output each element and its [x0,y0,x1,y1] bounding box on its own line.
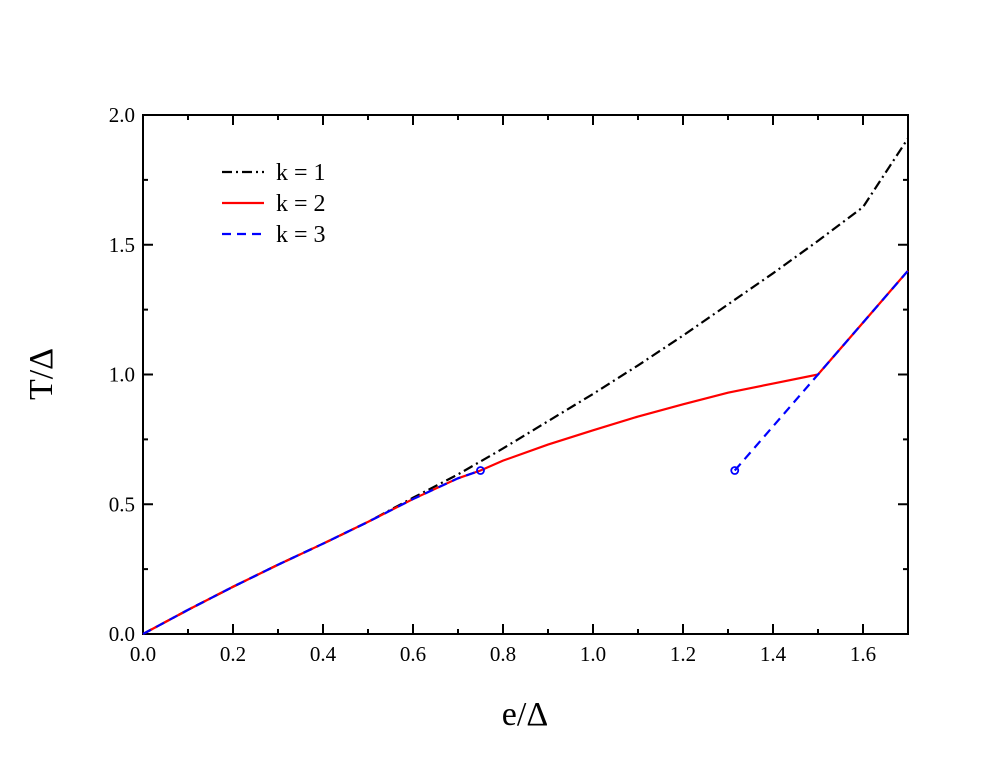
legend-label-1: k = 1 [276,160,326,186]
series-layer [142,137,909,635]
y-tick-label: 2.0 [109,103,135,127]
x-tick-label: 0.2 [220,642,246,666]
legend: k = 1 k = 2 k = 3 [222,160,326,248]
x-tick-label: 1.0 [580,642,606,666]
legend-label-2: k = 2 [276,191,326,217]
y-axis-title: T/Δ [23,348,60,400]
x-tick-label: 0.8 [490,642,516,666]
y-tick-label: 0.5 [109,492,135,516]
series-1-line [142,137,909,635]
y-tick-label: 0.0 [109,622,135,646]
legend-label-3: k = 3 [276,222,326,248]
series-3-line [733,269,909,472]
x-tick-label: 1.6 [850,642,876,666]
y-tick-label: 1.0 [109,363,135,387]
x-axis-title: e/Δ [502,696,548,733]
x-tick-label: 0.4 [310,642,337,666]
series-3-marker [476,466,485,475]
y-tick-label: 1.5 [109,233,135,257]
x-tick-label: 0.6 [400,642,426,666]
tick-labels: 0.0 0.2 0.4 0.6 0.8 1.0 1.2 1.4 1.6 0.0 0.5 1.0 1.5 2… [109,103,876,666]
x-tick-label: 1.4 [760,642,787,666]
series-2-line [142,269,909,635]
axis-ticks [142,114,909,635]
x-tick-label: 0.0 [130,642,156,666]
series-3-line [142,469,481,635]
plot-frame [142,114,909,635]
series-3-marker [730,466,740,475]
x-tick-label: 1.2 [670,642,696,666]
